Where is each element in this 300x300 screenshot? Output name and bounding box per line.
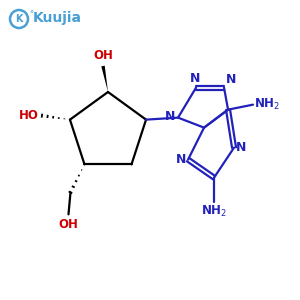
Text: K: K	[15, 14, 23, 24]
Text: N: N	[176, 153, 186, 166]
Text: NH$_2$: NH$_2$	[254, 97, 280, 112]
Text: Kuujia: Kuujia	[33, 11, 82, 25]
Text: N: N	[226, 73, 236, 85]
Text: NH$_2$: NH$_2$	[201, 204, 227, 219]
Text: N: N	[190, 72, 200, 85]
Text: N: N	[236, 141, 246, 154]
Polygon shape	[101, 66, 108, 92]
Text: HO: HO	[19, 109, 39, 122]
Text: OH: OH	[93, 49, 113, 62]
Text: N: N	[165, 110, 175, 123]
Text: OH: OH	[58, 218, 78, 231]
Text: °: °	[29, 10, 33, 19]
